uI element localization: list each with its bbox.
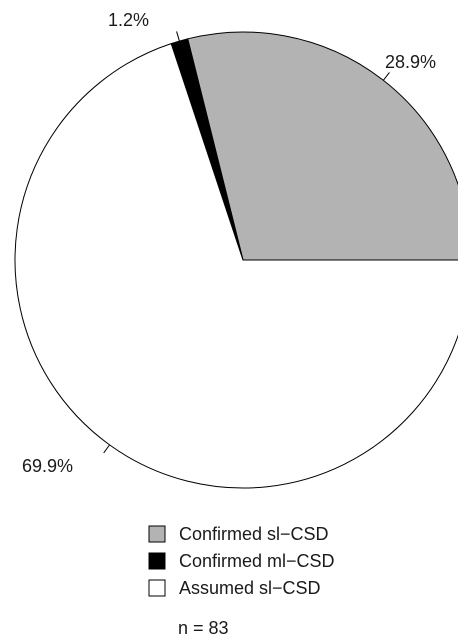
slice-labels: 28.9% 1.2% 69.9% <box>22 10 436 476</box>
legend-swatch-2 <box>148 552 166 570</box>
slice-label-3: 69.9% <box>22 456 73 476</box>
slice-label-1: 28.9% <box>385 52 436 72</box>
legend-swatch-3 <box>148 579 166 597</box>
legend-label-2: Confirmed ml−CSD <box>179 551 335 571</box>
pie-slices <box>14 31 458 489</box>
legend-label-3: Assumed sl−CSD <box>179 578 321 598</box>
slice-label-2: 1.2% <box>108 10 149 30</box>
slice-label-tick-1 <box>382 72 390 81</box>
legend-label-1: Confirmed sl−CSD <box>179 524 329 544</box>
slice-label-tick-3 <box>103 444 110 454</box>
slice-label-tick-2 <box>176 31 180 42</box>
legend-swatch-1 <box>148 525 166 543</box>
pie-slice-1 <box>187 31 458 261</box>
legend: Confirmed sl−CSD Confirmed ml−CSD Assumed … <box>148 524 335 598</box>
sample-size-label: n = 83 <box>178 618 229 638</box>
